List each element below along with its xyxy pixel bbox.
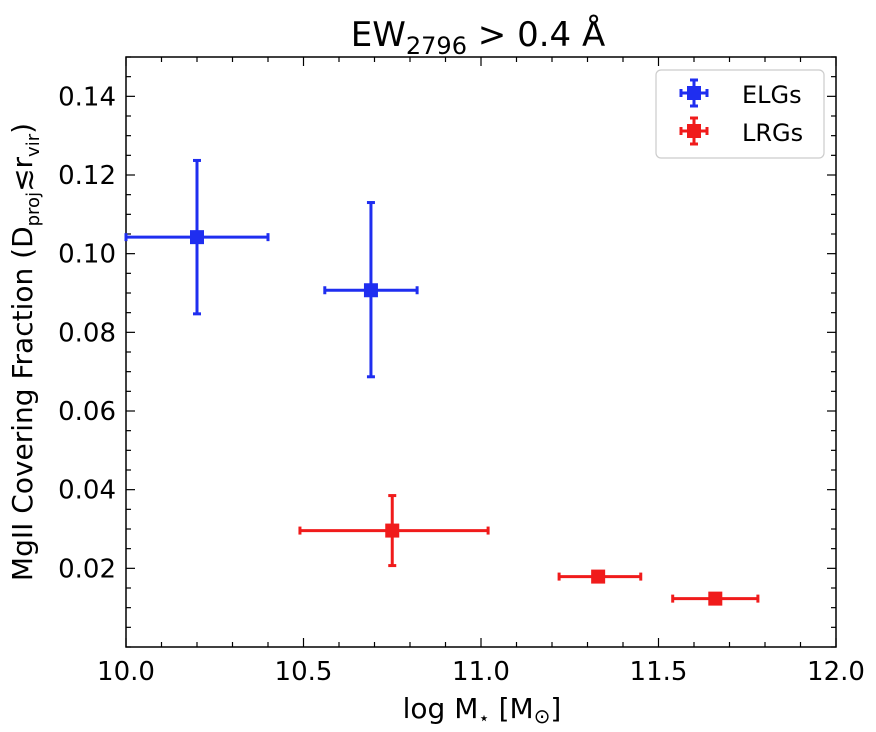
title-rest: > 0.4 Å [467, 14, 605, 55]
x-tick-label: 10.5 [275, 657, 333, 687]
y-tick-label: 0.02 [58, 554, 116, 584]
y-label-sub2: vir [23, 133, 44, 157]
legend: ELGs LRGs [655, 69, 825, 159]
chart-title: EW2796 > 0.4 Å [351, 14, 605, 60]
title-subscript: 2796 [406, 32, 467, 60]
x-axis-label: log M⋆ [M⊙] [403, 692, 562, 729]
x-tick-label: 11.0 [452, 657, 510, 687]
series-elgs [124, 158, 419, 379]
data-point [385, 523, 400, 538]
y-tick-label: 0.04 [58, 476, 116, 506]
data-point [708, 591, 723, 606]
x-tick-label: 11.5 [630, 657, 688, 687]
title-main: EW [351, 15, 406, 55]
y-label-pre: MgII Covering Fraction (D [6, 226, 39, 581]
data-point [190, 230, 204, 245]
y-label-post: ) [6, 123, 39, 134]
x-label-pre: log M [403, 692, 479, 725]
y-label-mid: ≲r [6, 156, 39, 191]
x-label-close: ] [550, 692, 561, 725]
y-axis-label: MgII Covering Fraction (Dproj≲rvir) [6, 123, 44, 581]
x-tick-label: 12.0 [807, 657, 865, 687]
legend-marker-elgs [679, 78, 709, 108]
y-tick-label: 0.08 [58, 318, 116, 348]
data-point [363, 283, 378, 298]
data-marks [124, 158, 760, 606]
axis-tick-labels: 10.0 10.5 11.0 11.5 12.0 0.02 0.04 0.06 0.08 0.10… [58, 82, 865, 687]
legend-marker-lrgs [679, 116, 709, 146]
y-tick-label: 0.10 [58, 240, 116, 270]
legend-label-lrgs: LRGs [742, 119, 803, 147]
axis-ticks [125, 56, 837, 648]
legend-label-elgs: ELGs [742, 81, 802, 109]
legend-square [687, 86, 701, 100]
y-tick-label: 0.12 [58, 161, 116, 191]
x-label-star: ⋆ [478, 708, 489, 729]
data-point [591, 569, 606, 584]
y-tick-label: 0.14 [58, 82, 116, 112]
x-label-post: [M [490, 692, 534, 725]
x-label-sun: ⊙ [534, 704, 551, 728]
y-tick-label: 0.06 [58, 397, 116, 427]
legend-square [687, 124, 701, 138]
series-lrgs [298, 494, 760, 606]
y-label-sub1: proj [23, 192, 44, 226]
x-tick-label: 10.0 [97, 657, 155, 687]
legend-items [679, 78, 709, 146]
